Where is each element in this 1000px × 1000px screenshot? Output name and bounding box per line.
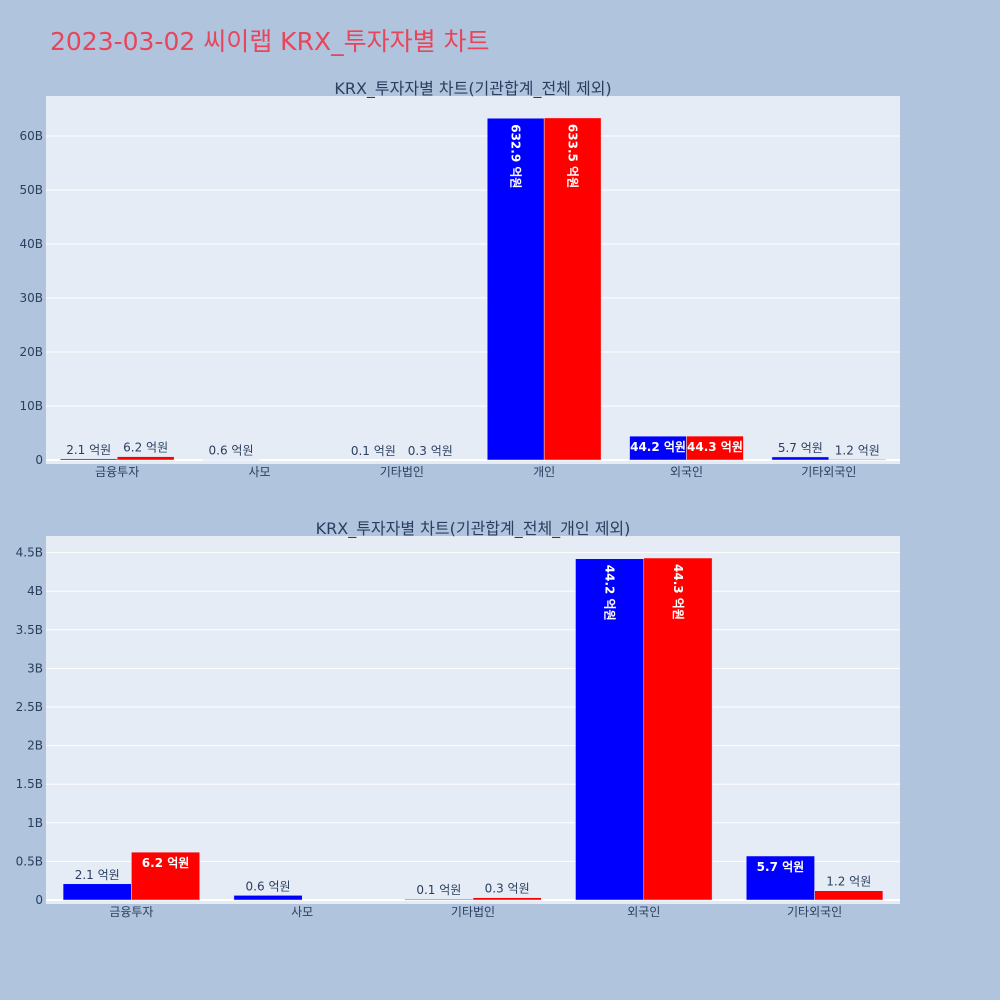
data-label: 44.2 억원 xyxy=(603,565,617,621)
data-label: 1.2 억원 xyxy=(826,875,871,889)
bar xyxy=(233,895,303,901)
bar xyxy=(828,459,887,461)
data-label: 5.7 억원 xyxy=(757,860,805,874)
data-label: 44.3 억원 xyxy=(671,564,685,620)
bar xyxy=(543,117,602,461)
data-label: 633.5 억원 xyxy=(566,124,580,188)
data-label: 0.1 억원 xyxy=(416,883,461,897)
y-tick-label: 3B xyxy=(27,661,43,675)
y-tick-label: 0 xyxy=(35,453,43,467)
y-tick-label: 40B xyxy=(19,237,43,251)
y-tick-label: 1.5B xyxy=(16,777,43,791)
data-label: 0.3 억원 xyxy=(485,882,530,896)
data-label: 44.2 억원 xyxy=(630,440,686,454)
x-tick-label: 외국인 xyxy=(627,905,660,919)
bar xyxy=(486,117,545,461)
x-tick-label: 외국인 xyxy=(670,465,703,479)
data-label: 2.1 억원 xyxy=(75,868,120,882)
x-tick-label: 기타법인 xyxy=(451,905,495,919)
x-tick-label: 사모 xyxy=(248,465,270,479)
chart-subtitle: KRX_투자자별 차트(기관합계_전체 제외) xyxy=(334,79,611,99)
x-tick-label: 기타외국인 xyxy=(801,465,856,479)
data-label: 1.2 억원 xyxy=(835,443,880,457)
bar xyxy=(131,851,200,901)
x-tick-label: 금융투자 xyxy=(109,905,153,919)
y-tick-label: 3.5B xyxy=(16,623,43,637)
plot-area-2 xyxy=(46,536,900,904)
data-label: 2.1 억원 xyxy=(66,443,111,457)
x-tick-label: 금융투자 xyxy=(95,465,139,479)
y-tick-label: 0 xyxy=(35,893,43,907)
bar xyxy=(575,558,645,901)
chart-subtitle: KRX_투자자별 차트(기관합계_전체_개인 제외) xyxy=(316,519,631,539)
bar xyxy=(202,459,260,461)
data-label: 6.2 억원 xyxy=(123,441,168,455)
y-tick-label: 1B xyxy=(27,816,43,830)
x-tick-label: 기타외국인 xyxy=(787,905,842,919)
x-tick-label: 개인 xyxy=(533,465,555,479)
data-label: 6.2 억원 xyxy=(142,856,190,870)
y-tick-label: 30B xyxy=(19,291,43,305)
data-label: 632.9 억원 xyxy=(509,124,523,188)
y-tick-label: 50B xyxy=(19,183,43,197)
y-tick-label: 2.5B xyxy=(16,700,43,714)
plot-area-1 xyxy=(46,96,900,464)
bar xyxy=(62,883,132,901)
bar xyxy=(746,855,815,901)
bar xyxy=(59,458,118,461)
data-label: 0.3 억원 xyxy=(408,444,453,458)
x-tick-label: 기타법인 xyxy=(380,465,424,479)
y-tick-label: 0.5B xyxy=(16,854,43,868)
bar xyxy=(404,898,474,901)
y-tick-label: 4.5B xyxy=(16,546,43,560)
y-tick-label: 4B xyxy=(27,584,43,598)
data-label: 0.1 억원 xyxy=(351,444,396,458)
data-label: 5.7 억원 xyxy=(778,441,823,455)
y-tick-label: 10B xyxy=(19,399,43,413)
bar xyxy=(686,435,744,461)
y-tick-label: 60B xyxy=(19,129,43,143)
bar xyxy=(472,897,542,901)
y-tick-label: 20B xyxy=(19,345,43,359)
bar xyxy=(814,890,884,901)
data-label: 44.3 억원 xyxy=(687,440,743,454)
y-tick-label: 2B xyxy=(27,739,43,753)
bar xyxy=(771,456,830,461)
page-title: 2023-03-02 씨이랩 KRX_투자자별 차트 xyxy=(50,27,490,56)
data-label: 0.6 억원 xyxy=(246,879,291,893)
bar xyxy=(643,557,713,901)
data-label: 0.6 억원 xyxy=(209,444,254,458)
bar xyxy=(116,456,175,461)
x-tick-label: 사모 xyxy=(291,905,313,919)
